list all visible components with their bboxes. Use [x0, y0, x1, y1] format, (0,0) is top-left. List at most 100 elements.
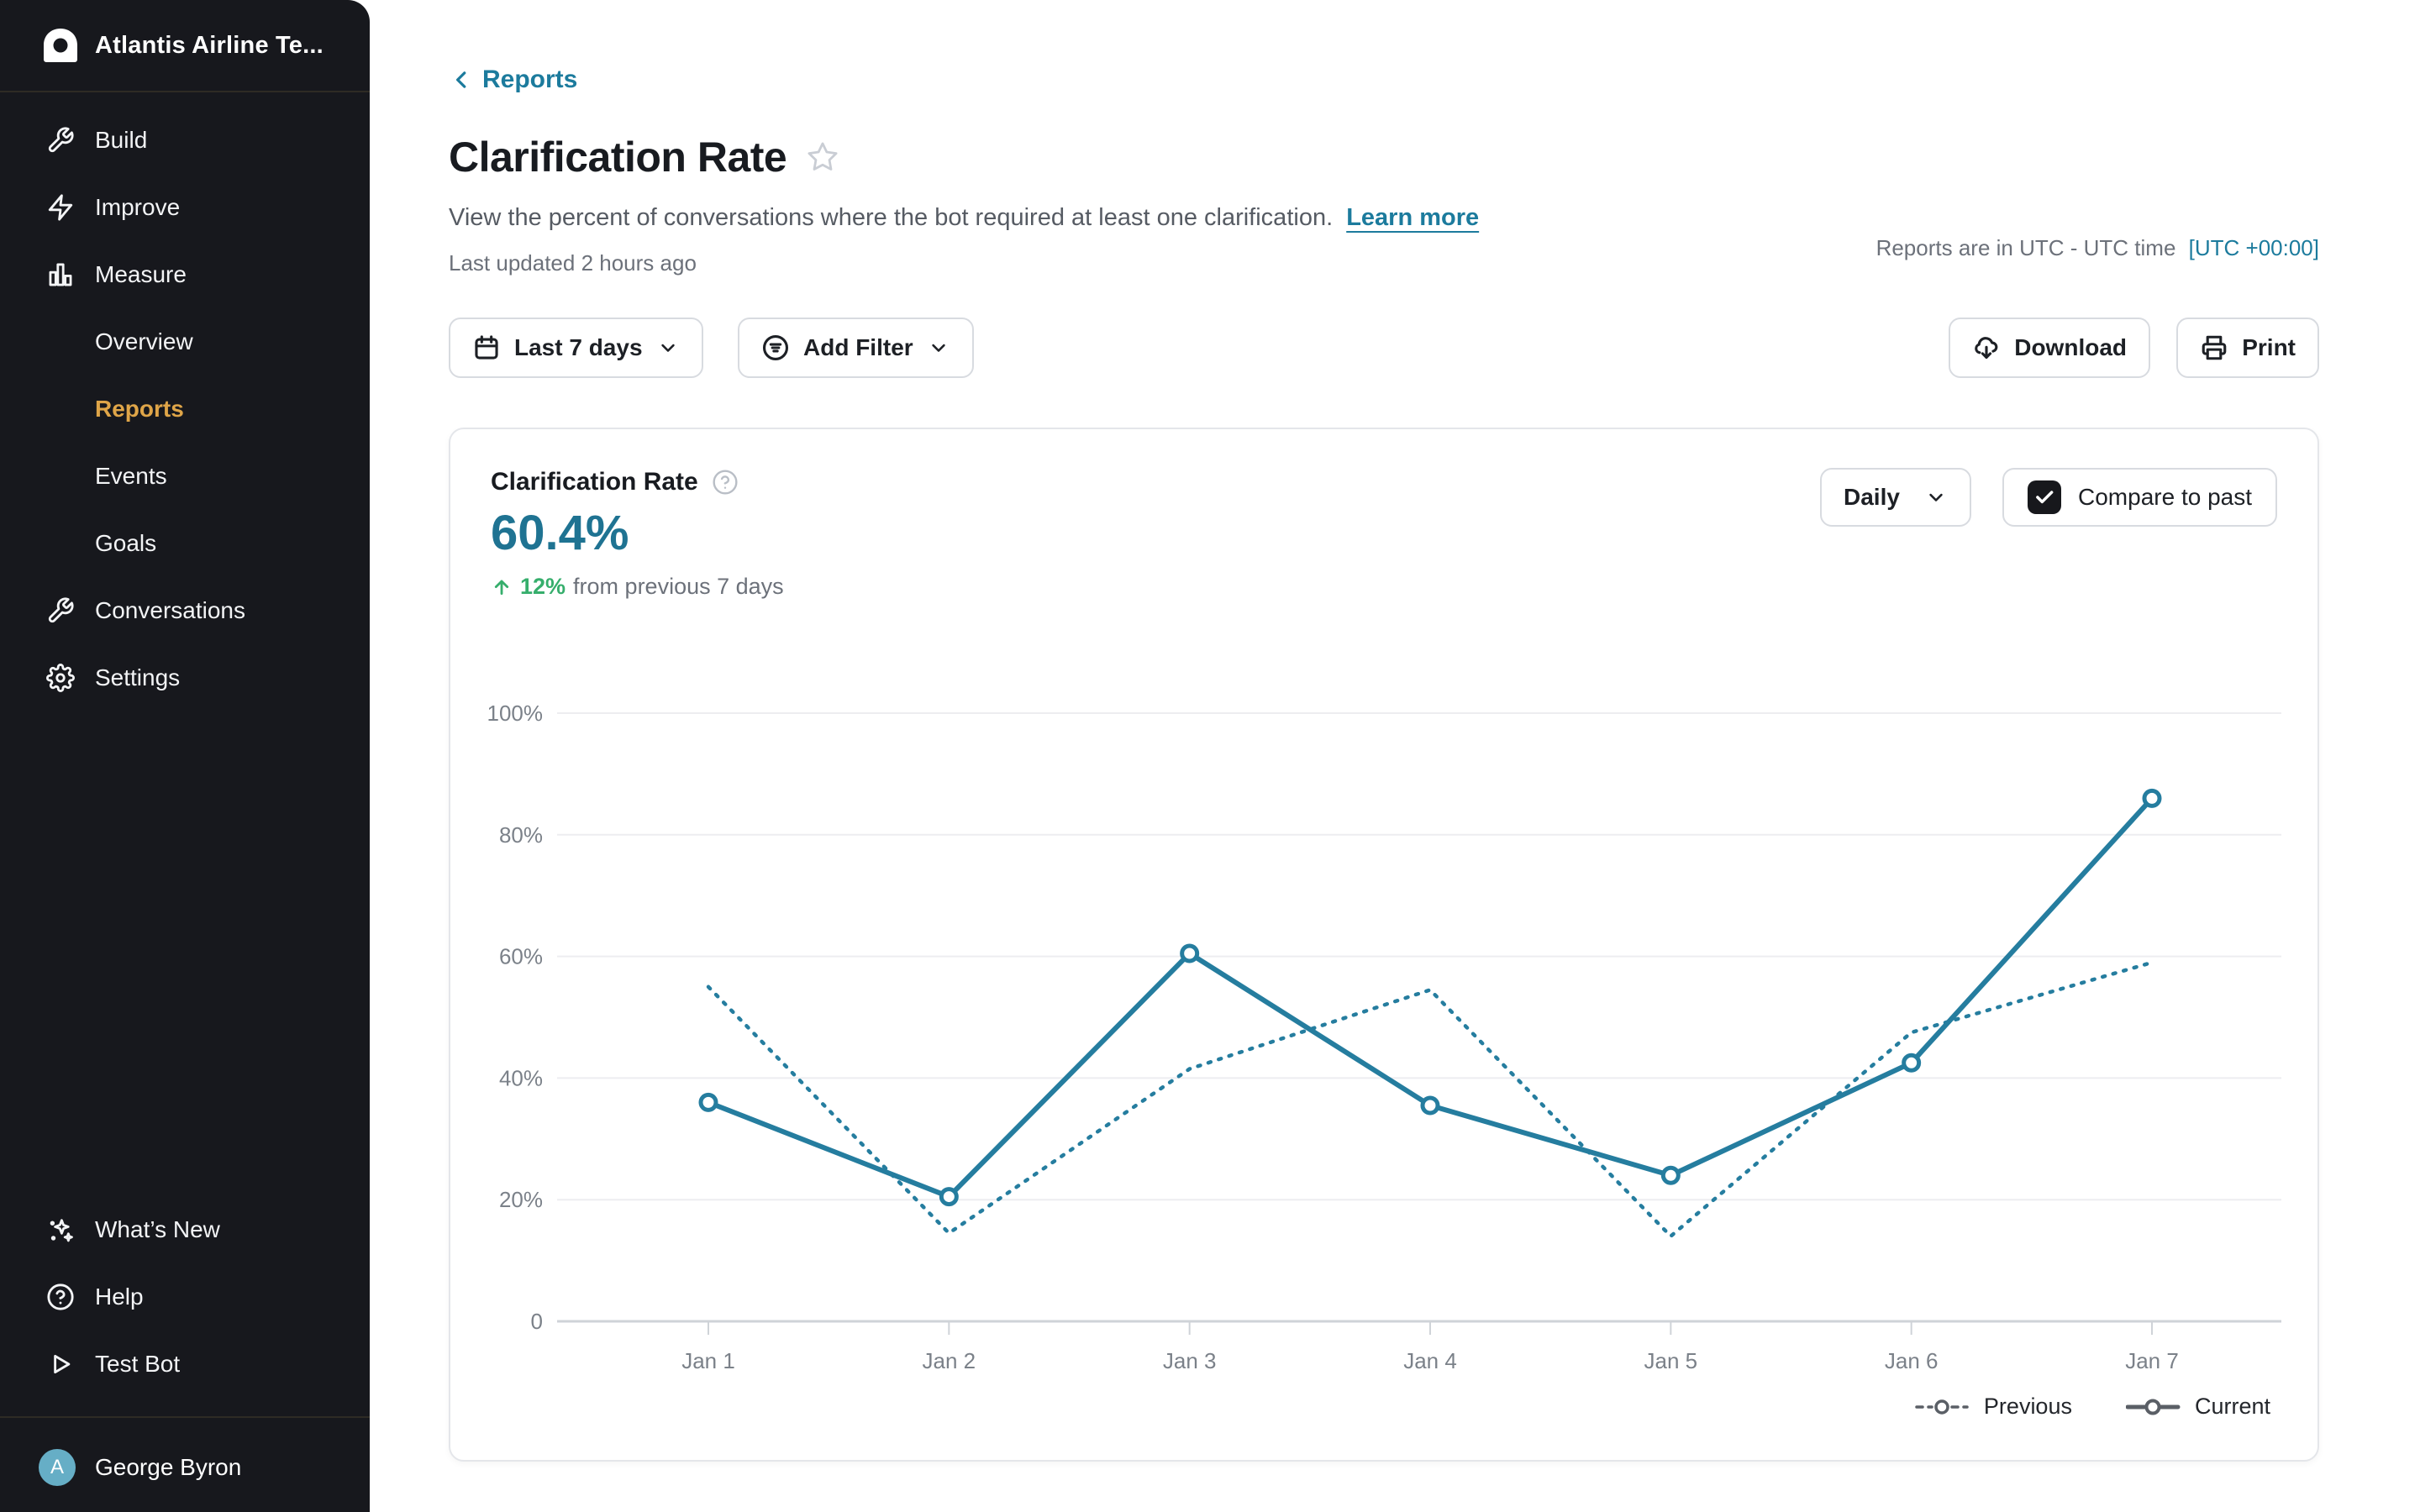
- sidebar-item-label: Events: [95, 463, 167, 489]
- sidebar-item-whats-new[interactable]: What’s New: [0, 1196, 370, 1263]
- sidebar-item-label: What’s New: [95, 1216, 220, 1242]
- sidebar-item-events[interactable]: Events: [0, 443, 370, 510]
- sidebar-item-reports[interactable]: Reports: [0, 375, 370, 443]
- print-button[interactable]: Print: [2176, 318, 2319, 378]
- page-description: View the percent of conversations where …: [449, 204, 1479, 232]
- add-filter-label: Add Filter: [803, 334, 913, 360]
- sidebar-item-label: Overview: [95, 328, 193, 354]
- sidebar-divider: [0, 1416, 370, 1418]
- sidebar-nav: Build Improve Measure Overview Reports E…: [0, 107, 370, 711]
- svg-text:20%: 20%: [499, 1187, 543, 1212]
- sidebar-item-settings[interactable]: Settings: [0, 644, 370, 711]
- compare-label: Compare to past: [2078, 484, 2252, 510]
- sidebar-item-label: Improve: [95, 194, 181, 220]
- filter-icon: [762, 334, 789, 361]
- metric-delta: 12% from previous 7 days: [491, 574, 784, 600]
- back-link-label: Reports: [482, 66, 578, 93]
- play-icon: [54, 1354, 71, 1374]
- granularity-label: Daily: [1844, 484, 1900, 510]
- delta-caption: from previous 7 days: [573, 574, 784, 599]
- avatar: A: [39, 1449, 76, 1486]
- svg-text:Jan 4: Jan 4: [1403, 1348, 1457, 1373]
- help-circle-icon[interactable]: [712, 469, 739, 496]
- workspace-name: Atlantis Airline Te...: [95, 31, 324, 59]
- printer-icon: [2202, 335, 2227, 360]
- conversations-icon: [48, 597, 74, 623]
- metric-value: 60.4%: [491, 506, 629, 560]
- svg-text:Jan 3: Jan 3: [1163, 1348, 1217, 1373]
- arrow-up-icon: [494, 580, 509, 595]
- sidebar-item-label: Help: [95, 1284, 144, 1310]
- date-range-button[interactable]: Last 7 days: [449, 318, 703, 378]
- legend-item-current[interactable]: Current: [2125, 1394, 2270, 1420]
- timezone-note: Reports are in UTC - UTC time [UTC +00:0…: [1876, 235, 2319, 261]
- sidebar-item-improve[interactable]: Improve: [0, 174, 370, 241]
- dashed-line-marker-icon: [1915, 1399, 1969, 1415]
- svg-text:40%: 40%: [499, 1065, 543, 1090]
- chevron-left-icon: [456, 71, 466, 88]
- svg-text:0: 0: [531, 1309, 543, 1334]
- svg-text:Jan 7: Jan 7: [2125, 1348, 2179, 1373]
- clarification-rate-chart: 100% 80% 60% 40% 20% 0 Jan 1 Jan 2 Jan 3 Jan 4 Jan…: [487, 701, 2281, 1373]
- delta-percent: 12%: [520, 574, 566, 599]
- bar-chart-icon: [49, 263, 72, 286]
- legend-label: Current: [2194, 1394, 2270, 1419]
- main-content: Reports Clarification Rate View the perc…: [370, 0, 2420, 1512]
- svg-text:60%: 60%: [499, 944, 543, 969]
- compare-checkbox-checked[interactable]: [2028, 480, 2061, 514]
- star-favorite-icon[interactable]: [805, 139, 840, 175]
- sidebar-item-conversations[interactable]: Conversations: [0, 577, 370, 644]
- metric-title-row: Clarification Rate: [491, 468, 739, 496]
- sidebar-footer-nav: What’s New Help Test Bot: [0, 1196, 370, 1398]
- sidebar-item-help[interactable]: Help: [0, 1263, 370, 1331]
- calendar-icon: [475, 335, 498, 360]
- sidebar-item-build[interactable]: Build: [0, 107, 370, 174]
- sidebar-item-overview[interactable]: Overview: [0, 308, 370, 375]
- svg-text:Jan 1: Jan 1: [681, 1348, 735, 1373]
- sidebar-item-label: Test Bot: [95, 1351, 181, 1377]
- user-menu[interactable]: A George Byron: [0, 1432, 370, 1503]
- svg-text:Jan 2: Jan 2: [923, 1348, 976, 1373]
- add-filter-button[interactable]: Add Filter: [738, 318, 974, 378]
- sidebar-item-label: Build: [95, 127, 148, 153]
- workspace-header[interactable]: Atlantis Airline Te...: [0, 0, 370, 92]
- granularity-dropdown[interactable]: Daily: [1820, 468, 1971, 527]
- svg-text:Jan 6: Jan 6: [1885, 1348, 1939, 1373]
- legend-label: Previous: [1983, 1394, 2072, 1419]
- download-button[interactable]: Download: [1949, 318, 2150, 378]
- sidebar-item-label: Conversations: [95, 597, 245, 623]
- svg-text:Jan 5: Jan 5: [1644, 1348, 1698, 1373]
- date-range-label: Last 7 days: [514, 334, 643, 360]
- ada-logo-icon: [44, 29, 77, 62]
- lightning-icon: [48, 194, 73, 221]
- chevron-down-icon: [1929, 493, 1943, 501]
- sidebar-item-goals[interactable]: Goals: [0, 510, 370, 577]
- page-title: Clarification Rate: [449, 134, 787, 181]
- sidebar-item-test-bot[interactable]: Test Bot: [0, 1331, 370, 1398]
- help-circle-icon: [47, 1284, 74, 1310]
- chevron-down-icon: [931, 344, 945, 352]
- svg-text:80%: 80%: [499, 822, 543, 848]
- learn-more-link[interactable]: Learn more: [1346, 204, 1480, 231]
- cloud-download-icon: [1975, 337, 1998, 360]
- sidebar-item-label: Settings: [95, 664, 181, 690]
- compare-to-past-toggle[interactable]: Compare to past: [2002, 468, 2277, 527]
- gear-icon: [46, 664, 75, 692]
- print-label: Print: [2242, 334, 2296, 360]
- clarification-rate-card: 100% 80% 60% 40% 20% 0 Jan 1 Jan 2 Jan 3 Jan 4 Jan…: [449, 428, 2319, 1462]
- last-updated-text: Last updated 2 hours ago: [449, 250, 697, 276]
- legend-item-previous[interactable]: Previous: [1915, 1394, 2072, 1420]
- timezone-value-link[interactable]: [UTC +00:00]: [2188, 235, 2319, 260]
- chart-legend: Previous Current: [1915, 1394, 2270, 1420]
- user-name: George Byron: [95, 1454, 242, 1480]
- wrench-icon: [48, 127, 74, 153]
- sparkles-icon: [50, 1219, 73, 1242]
- sidebar-item-measure[interactable]: Measure: [0, 241, 370, 308]
- svg-text:100%: 100%: [487, 701, 544, 726]
- download-label: Download: [2014, 334, 2127, 360]
- metric-title: Clarification Rate: [491, 468, 698, 496]
- back-to-reports-link[interactable]: Reports: [449, 66, 577, 94]
- solid-line-marker-icon: [2125, 1399, 2181, 1415]
- title-row: Clarification Rate: [449, 133, 840, 181]
- sidebar-item-label: Reports: [95, 396, 184, 422]
